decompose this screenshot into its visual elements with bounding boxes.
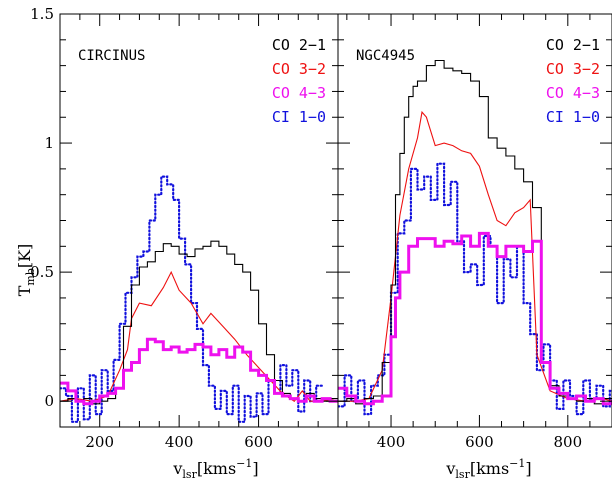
series-co21-line [60,240,338,405]
x-axis-label-left: vlsr[kms−1] [172,457,258,481]
legend-entry-1: CO 3−2 [546,60,600,78]
x-tick-label: 200 [85,433,114,451]
x-axis-label-right: vlsr[kms−1] [445,457,531,481]
legend-entry-2: CO 4−3 [546,84,600,102]
y-tick-label: 0 [44,392,54,410]
legend-entry-0: CO 2−1 [546,36,600,54]
x-tick-label: 800 [553,433,582,451]
panel-0-data [60,175,338,423]
legend-entry-2: CO 4−3 [272,84,326,102]
legend-entry-0: CO 2−1 [272,36,326,54]
y-tick-label: 1 [44,134,54,152]
series-co43-line [338,231,612,406]
panel-circinus: 0 0.5 1 1.5 200 400 600 CIRCINUS CO 2−1 CO 3−2 CO … [30,5,339,451]
y-axis-label-sub: mb [24,268,37,285]
x-tick-label: 400 [165,433,194,451]
legend-entry-3: CI 1−0 [546,108,600,126]
y-axis-label: Tmb[K] [15,244,37,297]
y-tick-label: 1.5 [30,5,54,23]
x-tick-label: 400 [377,433,406,451]
x-tick-label: 600 [465,433,494,451]
y-tick-label: 0.5 [30,263,54,281]
legend-entry-3: CI 1−0 [272,108,326,126]
panel-1-data [338,59,612,416]
series-co43-line [60,337,338,406]
x-tick-label: 600 [244,433,273,451]
panel-ngc4945: 400 600 800 NGC4945 CO 2−1 CO 3−2 CO 4−3 CI 1−0 [337,13,612,451]
panel-0-name: CIRCINUS [78,48,145,64]
legend-entry-1: CO 3−2 [272,60,326,78]
series-co32-line [338,110,612,402]
panel-1-name: NGC4945 [356,48,415,64]
series-ci10-line [338,162,612,416]
y-axis-label-unit: [K] [15,244,34,268]
